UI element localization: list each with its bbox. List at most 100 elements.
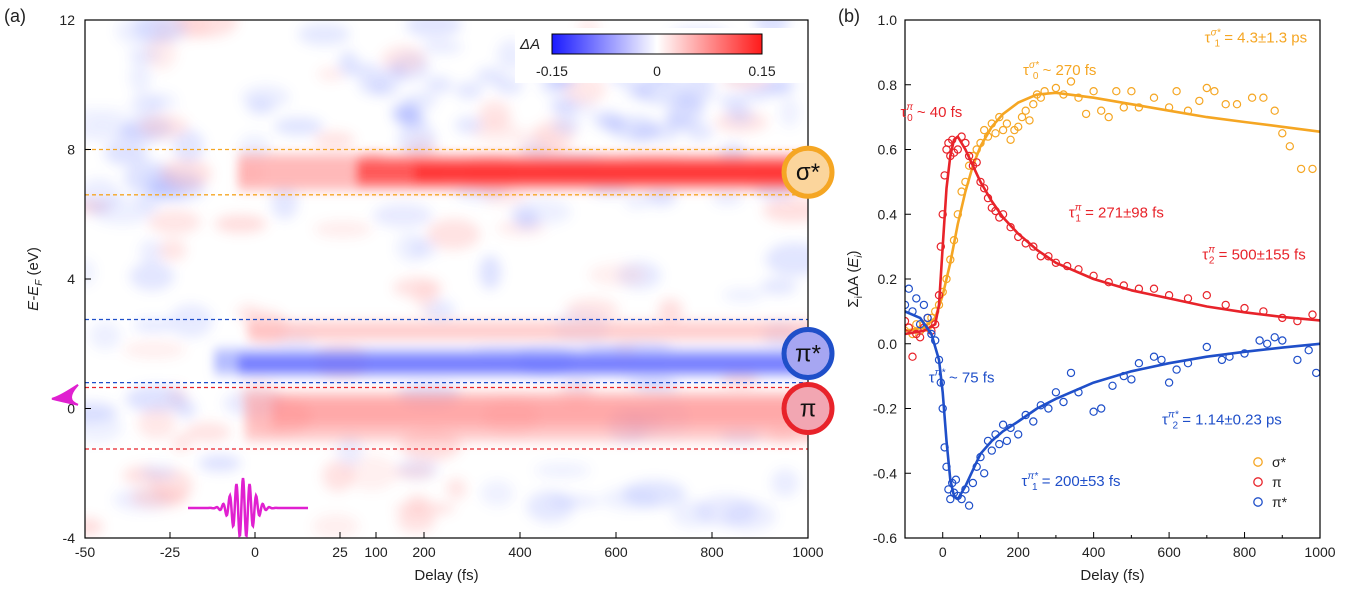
data-point-pi-star: [951, 475, 961, 484]
y-axis-label-a: E-EF (eV): [25, 247, 45, 311]
data-point-sigma-star: [1119, 103, 1129, 112]
data-point-pi: [1029, 242, 1038, 251]
data-point-sigma-star: [1051, 83, 1061, 93]
data-point-pi: [1006, 222, 1015, 232]
data-point-pi: [1051, 258, 1061, 267]
legend-label: π*: [1272, 494, 1288, 510]
data-point-sigma-star: [1202, 83, 1212, 93]
heatmap-noise-blob: [136, 194, 163, 211]
heatmap-noise-blob: [424, 76, 453, 94]
x-tick-label-a: 400: [508, 544, 532, 560]
y-tick-label-b: 1.0: [878, 12, 898, 28]
data-point-sigma-star: [1066, 77, 1076, 86]
data-point-pi-star: [1134, 359, 1144, 368]
heatmap-noise-blob: [313, 131, 356, 149]
data-point-pi: [915, 333, 925, 342]
fit-line-sigma-star: [905, 91, 1320, 333]
data-point-pi-star: [1029, 417, 1038, 426]
data-point-sigma-star: [1278, 129, 1287, 138]
data-point-pi: [936, 242, 946, 251]
heatmap-noise-blob: [371, 78, 400, 97]
colorbar-max-label: 0.15: [748, 63, 775, 79]
band-marker-circle: [781, 145, 835, 199]
heatmap-noise-blob: [316, 67, 345, 82]
heatmap-noise-blob: [405, 20, 462, 38]
data-point-sigma-star: [1104, 112, 1113, 122]
heatmap-noise-blob: [336, 433, 363, 467]
legend-marker: [1253, 477, 1263, 487]
heatmap-noise-blob: [413, 282, 438, 313]
data-point-pi: [908, 352, 917, 361]
heatmap-noise-blob: [139, 114, 189, 139]
data-point-pi-star: [912, 294, 921, 303]
heatmap-noise-blob: [198, 454, 242, 472]
heatmap-noise-blob: [184, 422, 231, 443]
band-sigma-star-core: [414, 164, 808, 184]
data-point-sigma-star: [1308, 164, 1317, 174]
y-tick-label-b: 0.6: [878, 142, 898, 158]
heatmap-noise-blob: [760, 278, 798, 295]
band-marker-circle: [781, 382, 835, 435]
data-point-pi: [1202, 291, 1212, 300]
heatmap-noise-blob: [271, 185, 299, 220]
data-point-sigma-star: [1006, 135, 1015, 144]
x-axis-label-a: Delay (fs): [414, 567, 478, 584]
data-point-pi-star: [1059, 397, 1068, 407]
heatmap-noise-blob: [104, 140, 148, 166]
x-tick-label-b: 200: [1007, 544, 1031, 560]
series-pi: [905, 132, 1320, 361]
heatmap-noise-blob: [379, 64, 407, 83]
annotation-pi: τπ 2 = 500±155 fs: [1202, 245, 1305, 267]
y-tick-label-a: 12: [59, 12, 75, 28]
colorbar-label: ΔA: [519, 36, 540, 53]
heatmap-area: [85, 20, 808, 538]
x-tick-label-a: -50: [75, 544, 95, 560]
heatmap-noise-blob: [352, 62, 381, 81]
y-tick-label-a: 4: [67, 271, 75, 287]
data-point-pi-star: [1157, 355, 1166, 365]
y-tick-label-a: 8: [67, 142, 75, 158]
y-axis-label-b: ΣiΔA (Ei): [845, 250, 865, 307]
heatmap-noise-blob: [214, 214, 267, 234]
heatmap-noise-blob: [719, 92, 748, 111]
band-marker-label: π*: [795, 340, 821, 367]
data-point-sigma-star: [1221, 99, 1230, 109]
data-point-pi-star: [1164, 378, 1174, 387]
heatmap-noise-blob: [479, 255, 502, 290]
data-point-pi: [938, 210, 947, 219]
heatmap-noise-blob: [624, 194, 650, 210]
y-tick-label-b: -0.2: [873, 401, 897, 417]
data-point-pi-star: [1096, 404, 1106, 413]
y-tick-label-b: -0.4: [873, 465, 897, 481]
heatmap-noise-blob: [623, 371, 675, 387]
data-point-sigma-star: [1029, 99, 1038, 109]
data-point-pi-star: [1066, 368, 1076, 378]
heatmap-noise-blob: [421, 40, 463, 54]
fit-line-pi: [905, 135, 1320, 336]
heatmap-noise-blob: [446, 477, 467, 500]
data-point-sigma-star: [1296, 164, 1306, 174]
heatmap-noise-blob: [372, 203, 433, 228]
heatmap-noise-blob: [779, 96, 800, 128]
x-tick-label-a: 1000: [792, 544, 823, 560]
heatmap-noise-blob: [478, 100, 511, 130]
data-point-sigma-star: [995, 112, 1004, 122]
legend-item-pi: π: [1253, 474, 1282, 490]
data-point-sigma-star: [1096, 106, 1106, 115]
data-point-sigma-star: [1017, 112, 1027, 122]
heatmap-noise-blob: [426, 218, 481, 250]
y-tick-label-a: -4: [63, 530, 76, 546]
x-tick-label-a: -25: [160, 544, 180, 560]
annotation-sigma-star: τσ* 0 ~ 270 fs: [1023, 60, 1096, 82]
heatmap-noise-blob: [137, 407, 176, 440]
panel-label-b: (b): [838, 6, 860, 26]
data-point-pi: [1221, 300, 1230, 310]
kinetics-plot-area: [905, 77, 1320, 510]
heatmap-noise-blob: [241, 84, 290, 110]
y-tick-label-b: 0.4: [878, 206, 898, 222]
heatmap-noise-blob: [89, 321, 121, 350]
data-point-pi-star: [923, 313, 932, 323]
heatmap-noise-blob: [160, 158, 212, 190]
data-point-pi-star: [987, 446, 997, 455]
